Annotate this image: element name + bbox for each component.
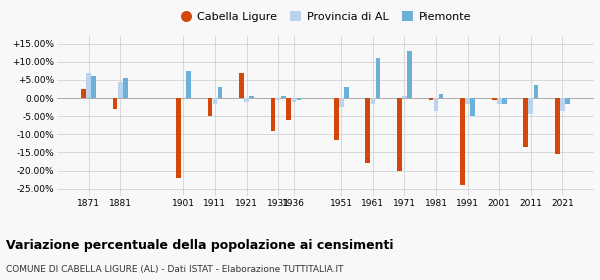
Bar — [560, 98, 565, 111]
Text: COMUNE DI CABELLA LIGURE (AL) - Dati ISTAT - Elaborazione TUTTITALIA.IT: COMUNE DI CABELLA LIGURE (AL) - Dati IST… — [6, 265, 343, 274]
Bar — [523, 98, 528, 147]
Bar — [502, 98, 506, 104]
Bar — [439, 94, 443, 98]
Bar — [470, 98, 475, 116]
Bar — [402, 96, 407, 98]
Bar — [434, 98, 439, 111]
Bar — [371, 98, 375, 104]
Bar — [565, 98, 570, 104]
Bar — [286, 98, 291, 120]
Bar — [249, 96, 254, 98]
Bar — [176, 98, 181, 178]
Bar — [296, 98, 301, 100]
Bar — [465, 98, 470, 104]
Bar — [292, 98, 296, 102]
Bar — [123, 78, 128, 98]
Bar — [208, 98, 212, 116]
Bar — [244, 98, 249, 102]
Bar — [81, 89, 86, 98]
Bar — [365, 98, 370, 163]
Bar — [555, 98, 560, 154]
Bar — [212, 98, 217, 104]
Text: Variazione percentuale della popolazione ai censimenti: Variazione percentuale della popolazione… — [6, 239, 394, 252]
Bar — [334, 98, 338, 140]
Bar — [218, 87, 223, 98]
Bar — [339, 98, 344, 107]
Bar — [497, 98, 502, 104]
Bar — [492, 98, 497, 100]
Bar — [91, 76, 96, 98]
Bar — [271, 98, 275, 131]
Bar — [276, 98, 280, 100]
Bar — [428, 98, 433, 100]
Bar — [239, 73, 244, 98]
Bar — [186, 71, 191, 98]
Bar — [460, 98, 465, 185]
Bar — [281, 96, 286, 98]
Bar — [533, 85, 538, 98]
Bar — [118, 82, 122, 98]
Bar — [344, 87, 349, 98]
Bar — [529, 98, 533, 115]
Bar — [86, 73, 91, 98]
Bar — [397, 98, 402, 171]
Bar — [376, 58, 380, 98]
Bar — [113, 98, 118, 109]
Legend: Cabella Ligure, Provincia di AL, Piemonte: Cabella Ligure, Provincia di AL, Piemont… — [176, 7, 475, 27]
Bar — [407, 51, 412, 98]
